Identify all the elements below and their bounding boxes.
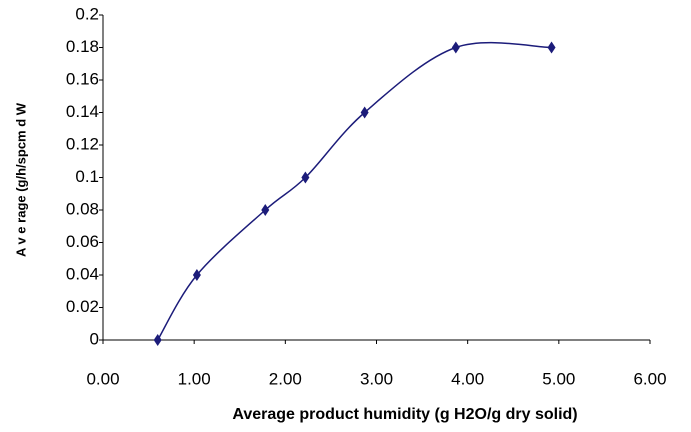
marker xyxy=(301,171,310,184)
x-tick-label: 4.00 xyxy=(451,369,484,388)
y-tick-label: 0.06 xyxy=(66,232,99,251)
marker xyxy=(360,106,369,119)
y-tick-label: 0.14 xyxy=(66,102,99,121)
marker xyxy=(153,334,162,346)
x-tick-label: 2.00 xyxy=(269,369,302,388)
marker xyxy=(451,41,460,54)
x-tick-label: 5.00 xyxy=(542,369,575,388)
y-tick-label: 0.18 xyxy=(66,37,99,56)
y-tick-label: 0 xyxy=(90,329,99,348)
y-tick-label: 0.1 xyxy=(75,167,99,186)
marker xyxy=(547,41,556,54)
x-tick-label: 6.00 xyxy=(633,369,666,388)
y-tick-label: 0.08 xyxy=(66,199,99,218)
x-tick-label: 3.00 xyxy=(360,369,393,388)
y-axis-label: A v e rage (g/h/spcm d W xyxy=(13,102,28,257)
marker xyxy=(192,269,201,281)
y-tick-label: 0.02 xyxy=(66,297,99,316)
series-line xyxy=(157,41,552,341)
x-axis-label: Average product humidity (g H2O/g dry so… xyxy=(232,406,577,423)
y-tick-label: 0.04 xyxy=(66,264,99,283)
marker xyxy=(261,204,270,216)
x-tick-label: 0.00 xyxy=(86,369,119,388)
x-tick-label: 1.00 xyxy=(178,369,211,388)
y-tick-label: 0.2 xyxy=(75,4,99,23)
y-tick-label: 0.16 xyxy=(66,69,99,88)
y-tick-label: 0.12 xyxy=(66,134,99,153)
